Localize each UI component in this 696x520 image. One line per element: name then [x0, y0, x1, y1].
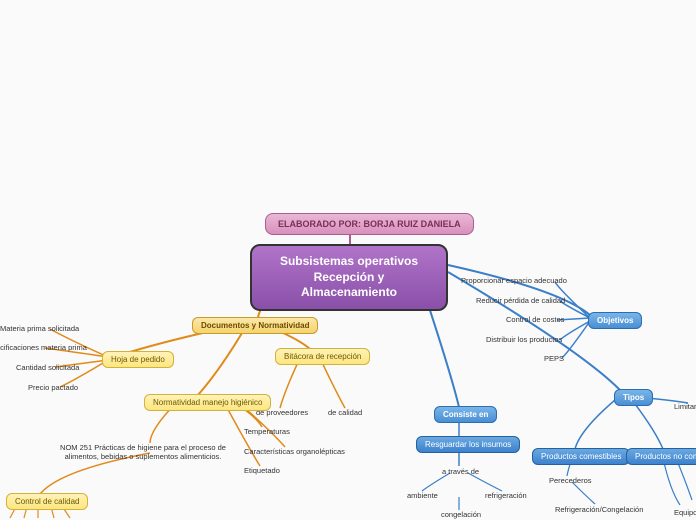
- leaf-espacio: Proporcionar espacio adecuado: [461, 276, 567, 285]
- hoja-pedido-node[interactable]: Hoja de pedido: [102, 351, 174, 368]
- leaf-distribuir: Distribuir los productos: [486, 335, 562, 344]
- leaf-limitar: Limitar a: [674, 402, 696, 411]
- leaf-nom251: NOM 251 Prácticas de higiene para el pro…: [43, 443, 243, 461]
- leaf-organolepticas: Características organolépticas: [244, 447, 345, 456]
- consiste-node[interactable]: Consiste en: [434, 406, 497, 423]
- comestibles-node[interactable]: Productos comestibles: [532, 448, 630, 465]
- objetivos-node[interactable]: Objetivos: [588, 312, 642, 329]
- tipos-node[interactable]: Tipos: [614, 389, 653, 406]
- leaf-costos: Control de costos: [506, 315, 564, 324]
- center-line2: Recepción y Almacenamiento: [272, 270, 426, 301]
- center-topic[interactable]: Subsistemas operativos Recepción y Almac…: [250, 244, 448, 311]
- leaf-temperaturas: Temperaturas: [244, 427, 290, 436]
- leaf-precio: Precio pactado: [28, 383, 78, 392]
- leaf-perdida: Reducir pérdida de calidad: [476, 296, 565, 305]
- leaf-peps: PEPS: [544, 354, 564, 363]
- leaf-etiquetado: Etiquetado: [244, 466, 280, 475]
- leaf-especificaciones: ecificaciones materia prima: [0, 343, 87, 352]
- control-calidad-node[interactable]: Control de calidad: [6, 493, 88, 510]
- center-line1: Subsistemas operativos: [272, 254, 426, 270]
- leaf-refrigeracion: refrigeración: [485, 491, 527, 500]
- leaf-congelacion: congelación: [441, 510, 481, 519]
- normatividad-node[interactable]: Normatividad manejo higiénico: [144, 394, 271, 411]
- author-box: ELABORADO POR: BORJA RUIZ DANIELA: [265, 213, 474, 235]
- leaf-mp-solicitada: Materia prima solicitada: [0, 324, 79, 333]
- resguardar-node[interactable]: Resguardar los insumos: [416, 436, 520, 453]
- leaf-refrig-cong: Refrigeración/Congelación: [555, 505, 643, 514]
- leaf-atraves: a través de: [442, 467, 479, 476]
- docs-node[interactable]: Documentos y Normatividad: [192, 317, 318, 334]
- no-comestibles-node[interactable]: Productos no comest: [626, 448, 696, 465]
- leaf-cantidad: Cantidad solicitada: [16, 363, 79, 372]
- leaf-perecederos: Perecederos: [549, 476, 592, 485]
- leaf-bitacora-calidad: de calidad: [328, 408, 362, 417]
- leaf-equipo: Equipo: [674, 508, 696, 517]
- leaf-ambiente: ambiente: [407, 491, 438, 500]
- bitacora-node[interactable]: Bitácora de recepción: [275, 348, 370, 365]
